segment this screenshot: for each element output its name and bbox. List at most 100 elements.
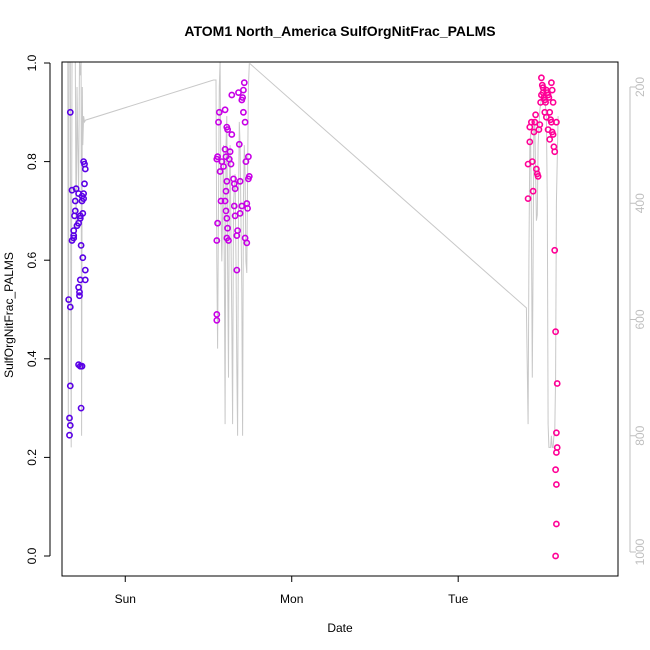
data-point — [226, 148, 234, 156]
data-point — [239, 94, 246, 101]
data-point — [66, 382, 74, 390]
data-point — [528, 158, 536, 165]
data-point — [245, 172, 253, 180]
data-point — [546, 135, 554, 143]
data-point — [66, 108, 74, 116]
data-point — [534, 172, 542, 180]
data-point — [68, 237, 76, 244]
data-point — [529, 187, 537, 195]
data-point — [240, 79, 248, 87]
data-point — [224, 224, 231, 232]
data-point — [81, 165, 89, 173]
data-point — [76, 288, 83, 296]
data-point — [215, 118, 222, 126]
data-point — [228, 131, 236, 138]
data-point — [538, 74, 545, 82]
data-point — [214, 153, 221, 161]
data-point — [235, 140, 243, 148]
data-point — [225, 237, 232, 244]
data-point — [526, 138, 534, 146]
data-point — [544, 126, 552, 134]
data-point — [241, 118, 249, 126]
data-point — [553, 520, 560, 528]
data-point — [81, 266, 89, 274]
data-point — [231, 185, 239, 193]
data-point — [66, 431, 73, 439]
data-point — [213, 316, 221, 324]
data-point — [213, 237, 221, 244]
data-point — [223, 177, 231, 185]
data-point — [553, 449, 560, 456]
data-point — [71, 207, 79, 215]
y-tick-label: 0.6 — [25, 252, 39, 269]
data-point — [77, 241, 85, 249]
data-point — [233, 266, 241, 274]
data-point — [239, 86, 247, 94]
data-point — [221, 197, 229, 205]
data-point — [536, 121, 544, 128]
data-point — [81, 180, 88, 188]
data-point — [549, 131, 557, 138]
data-point — [217, 197, 225, 205]
data-point — [549, 99, 557, 106]
data-point — [222, 187, 230, 195]
y-axis-label: SulfOrgNitFrac_PALMS — [2, 252, 16, 378]
data-point — [214, 219, 221, 227]
y2-tick-label: 200 — [633, 77, 647, 97]
x-axis-label: Date — [327, 621, 353, 635]
data-point — [227, 160, 235, 168]
data-point — [230, 202, 238, 210]
data-point — [236, 177, 244, 185]
y2-tick-label: 600 — [633, 309, 647, 329]
x-tick-label: Tue — [448, 592, 469, 606]
data-point — [552, 328, 559, 336]
data-point — [551, 148, 559, 156]
data-point — [552, 552, 559, 560]
data-point — [524, 195, 532, 202]
data-point — [76, 292, 83, 300]
y2-tick-label: 1000 — [633, 538, 647, 565]
data-point — [77, 404, 85, 412]
data-point — [78, 362, 86, 370]
data-point — [243, 239, 251, 247]
x-tick-label: Mon — [280, 592, 303, 606]
data-point — [71, 197, 79, 205]
y2-tick-label: 800 — [633, 425, 647, 445]
data-point — [548, 86, 556, 94]
data-point — [65, 296, 73, 303]
x-tick-label: Sun — [115, 592, 136, 606]
y-tick-label: 0.8 — [25, 153, 39, 170]
data-point — [548, 79, 555, 87]
data-point — [79, 209, 87, 217]
data-point — [553, 118, 560, 126]
data-point — [81, 276, 89, 284]
data-point — [553, 380, 561, 387]
data-point — [215, 108, 223, 116]
y2-tick-label: 400 — [633, 193, 647, 213]
data-point — [234, 227, 241, 234]
data-point — [236, 209, 244, 217]
data-point — [244, 204, 251, 212]
data-point — [66, 421, 74, 429]
data-point — [220, 163, 227, 170]
data-point — [551, 246, 559, 254]
data-point — [66, 303, 74, 311]
y-tick-label: 1.0 — [25, 54, 39, 71]
data-point — [222, 207, 230, 215]
altitude-trace-line — [67, 62, 559, 448]
y-tick-label: 0.0 — [25, 547, 39, 564]
data-point — [79, 254, 87, 262]
chart-title: ATOM1 North_America SulfOrgNitFrac_PALMS — [184, 23, 495, 39]
data-point — [244, 153, 252, 161]
data-point — [228, 91, 236, 99]
data-point — [239, 108, 247, 116]
data-point — [224, 126, 231, 134]
data-point — [542, 99, 549, 106]
data-point — [539, 84, 547, 92]
data-point — [545, 94, 553, 101]
data-point — [553, 429, 560, 437]
plot-area: 0.0 0.2 0.4 0.6 0.8 1.0 Sun Mon Tue 200 400 600 800 1… — [25, 54, 647, 606]
data-point — [528, 118, 535, 126]
data-point — [223, 214, 231, 222]
